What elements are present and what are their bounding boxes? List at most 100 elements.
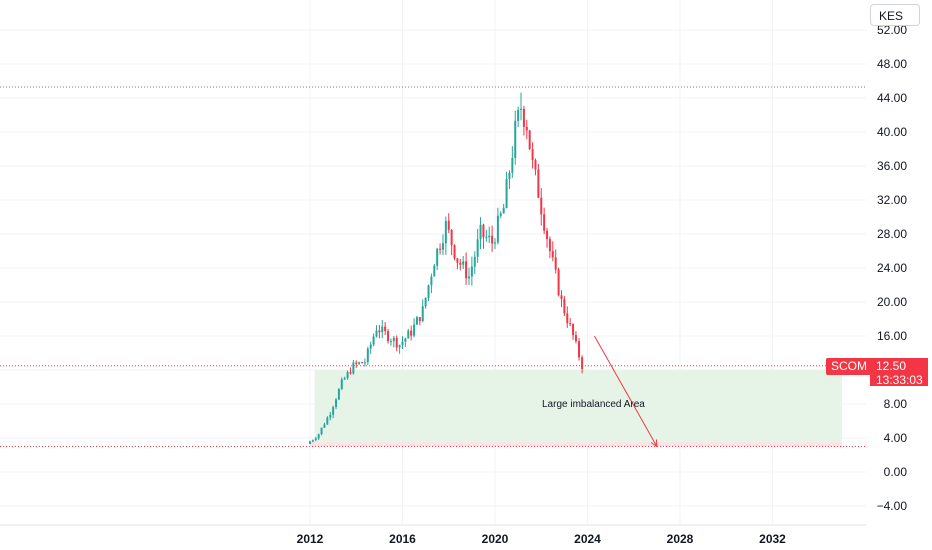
candle-body <box>404 338 407 342</box>
x-tick-label: 2012 <box>297 532 324 546</box>
projection-arrow-head <box>650 439 658 448</box>
x-tick-label: 2020 <box>482 532 509 546</box>
candle-body <box>430 276 433 286</box>
y-tick-label: 0.00 <box>884 465 908 479</box>
candle-body <box>378 330 381 333</box>
candle-body <box>479 224 482 240</box>
x-tick-label: 2016 <box>389 532 416 546</box>
candle-body <box>522 108 525 127</box>
candle-body <box>311 440 314 442</box>
candle-body <box>439 248 442 250</box>
candle-body <box>537 169 540 198</box>
candle-body <box>398 345 401 348</box>
candle-body <box>361 362 364 364</box>
candle-body <box>548 239 551 252</box>
candle-body <box>546 230 549 240</box>
currency-selector[interactable]: KES <box>870 4 920 26</box>
x-tick-label: 2024 <box>574 532 601 546</box>
candle-body <box>540 197 543 215</box>
y-tick-label: −4.00 <box>877 499 908 513</box>
y-tick-label: 20.00 <box>877 295 907 309</box>
candle-body <box>557 269 560 296</box>
candle-body <box>332 407 335 415</box>
zone-annotation: Large imbalanced Area <box>542 399 645 410</box>
candle-body <box>427 285 430 298</box>
candle-body <box>534 160 537 170</box>
candle-body <box>525 126 528 131</box>
candle-body <box>413 324 416 336</box>
candle-body <box>436 248 439 266</box>
candle-body <box>424 297 427 307</box>
x-tick-label: 2028 <box>667 532 694 546</box>
y-tick-label: 4.00 <box>884 431 908 445</box>
candle-body <box>467 276 470 279</box>
candle-body <box>433 265 436 277</box>
candle-body <box>410 330 413 336</box>
candle-body <box>392 337 395 342</box>
candle-body <box>450 229 453 246</box>
y-tick-label: 40.00 <box>877 125 907 139</box>
candle-body <box>337 389 340 400</box>
candle-body <box>572 324 575 336</box>
candle-body <box>329 414 332 418</box>
last-price-label: 12.50 13:33:03 <box>870 358 928 387</box>
candle-body <box>551 251 554 258</box>
candle-body <box>418 317 421 322</box>
projection-arrow <box>594 335 658 447</box>
candle-body <box>415 317 418 325</box>
y-tick-label: 24.00 <box>877 261 907 275</box>
candle-body <box>372 336 375 345</box>
y-tick-label: 36.00 <box>877 159 907 173</box>
candle-body <box>346 372 349 379</box>
candle-body <box>462 261 465 265</box>
candle-body <box>349 372 352 374</box>
candle-body <box>520 108 523 110</box>
candle-body <box>309 441 311 444</box>
candle-body <box>314 438 317 441</box>
y-tick-label: 48.00 <box>877 57 907 71</box>
candle-body <box>494 242 496 244</box>
candle-body <box>447 220 450 230</box>
y-tick-label: 44.00 <box>877 91 907 105</box>
candle-body <box>459 262 462 265</box>
y-tick-label: 28.00 <box>877 227 907 241</box>
candle-body <box>496 215 499 243</box>
candle-body <box>369 344 372 349</box>
candle-body <box>453 245 456 259</box>
candle-body <box>401 341 404 346</box>
candle-body <box>517 109 520 121</box>
candle-body <box>444 220 447 244</box>
candle-body <box>491 235 494 244</box>
candle-body <box>421 306 424 322</box>
countdown-timer: 13:33:03 <box>876 373 923 387</box>
candle-body <box>317 434 320 439</box>
candle-body <box>352 362 355 374</box>
candle-body <box>511 157 514 173</box>
candle-body <box>574 335 577 342</box>
candle-body <box>358 362 361 364</box>
candle-body <box>502 207 505 214</box>
candle-body <box>340 379 343 390</box>
candle-body <box>554 257 557 270</box>
candle-body <box>465 261 468 279</box>
candle-body <box>482 224 485 238</box>
candle-body <box>543 214 546 231</box>
candle-body <box>578 341 581 358</box>
candle-body <box>389 341 392 343</box>
candle-body <box>569 323 572 325</box>
candle-body <box>375 330 378 337</box>
candle-body <box>476 239 479 257</box>
candle-body <box>456 258 459 263</box>
candle-body <box>528 130 531 150</box>
candle-body <box>514 120 517 158</box>
candle-body <box>407 330 410 339</box>
candle-body <box>326 417 329 425</box>
candle-body <box>320 427 323 435</box>
candle-body <box>323 424 326 428</box>
zone-rect-imbalance <box>314 370 842 443</box>
candle-body <box>363 362 366 364</box>
candle-body <box>581 357 584 369</box>
x-tick-label: 2032 <box>759 532 786 546</box>
candle-body <box>566 313 569 324</box>
